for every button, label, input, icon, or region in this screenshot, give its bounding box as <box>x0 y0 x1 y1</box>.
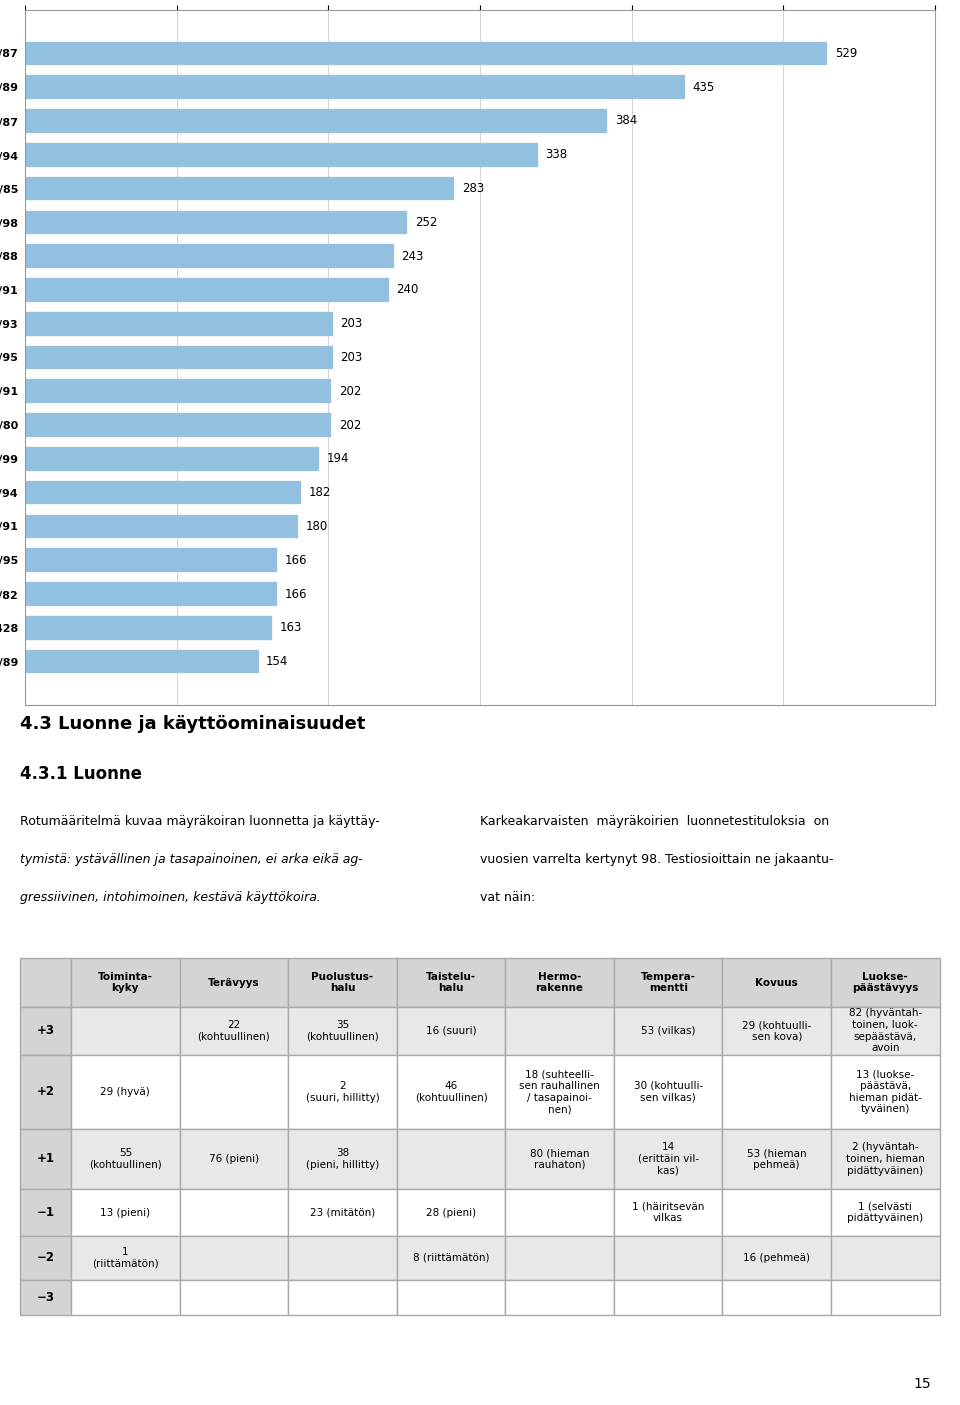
Bar <box>25 143 538 167</box>
Bar <box>25 582 276 606</box>
Text: 252: 252 <box>415 216 437 229</box>
Text: 203: 203 <box>341 318 363 330</box>
Bar <box>25 346 333 370</box>
Text: 180: 180 <box>305 520 327 532</box>
Bar <box>25 312 333 336</box>
Bar <box>25 481 301 504</box>
Bar <box>25 548 276 572</box>
Text: 240: 240 <box>396 284 419 296</box>
Bar <box>25 177 454 201</box>
Bar <box>25 447 320 471</box>
Text: 202: 202 <box>339 385 361 398</box>
Bar <box>25 42 828 65</box>
Text: tymistä: ystävällinen ja tasapainoinen, ei arka eikä ag-: tymistä: ystävällinen ja tasapainoinen, … <box>20 853 363 865</box>
Bar <box>25 211 407 235</box>
Bar <box>25 110 608 133</box>
Text: 154: 154 <box>266 655 289 669</box>
Text: vuosien varrelta kertynyt 98. Testiosioittain ne jakaantu-: vuosien varrelta kertynyt 98. Testiosioi… <box>480 853 833 865</box>
Text: 529: 529 <box>835 46 857 60</box>
Text: 202: 202 <box>339 419 361 431</box>
Text: 243: 243 <box>401 250 423 263</box>
Bar <box>25 278 389 302</box>
Text: 283: 283 <box>462 183 484 195</box>
Text: Karkeakarvaisten  mäyräkoirien  luonnetestituloksia  on: Karkeakarvaisten mäyräkoirien luonnetest… <box>480 815 829 828</box>
Text: 166: 166 <box>284 554 307 566</box>
Text: 163: 163 <box>279 621 302 634</box>
Text: 15: 15 <box>914 1377 931 1391</box>
Text: 194: 194 <box>326 452 349 465</box>
Bar <box>25 379 331 403</box>
Text: 338: 338 <box>545 149 567 162</box>
Bar <box>25 244 394 268</box>
Bar <box>25 649 258 673</box>
Text: 182: 182 <box>308 486 331 499</box>
Text: vat näin:: vat näin: <box>480 891 536 903</box>
Bar <box>25 615 273 639</box>
Text: 4.3 Luonne ja käyttöominaisuudet: 4.3 Luonne ja käyttöominaisuudet <box>20 715 366 733</box>
Text: 435: 435 <box>692 80 714 94</box>
Bar <box>25 76 684 98</box>
Bar <box>25 514 298 538</box>
Text: 384: 384 <box>615 114 637 128</box>
Text: 4.3.1 Luonne: 4.3.1 Luonne <box>20 764 142 783</box>
Text: gressiivinen, intohimoinen, kestävä käyttökoira.: gressiivinen, intohimoinen, kestävä käyt… <box>20 891 321 903</box>
Text: 203: 203 <box>341 351 363 364</box>
Bar <box>25 413 331 437</box>
Text: Rotumääritelmä kuvaa mäyräkoiran luonnetta ja käyttäy-: Rotumääritelmä kuvaa mäyräkoiran luonnet… <box>20 815 380 828</box>
Text: 166: 166 <box>284 587 307 600</box>
